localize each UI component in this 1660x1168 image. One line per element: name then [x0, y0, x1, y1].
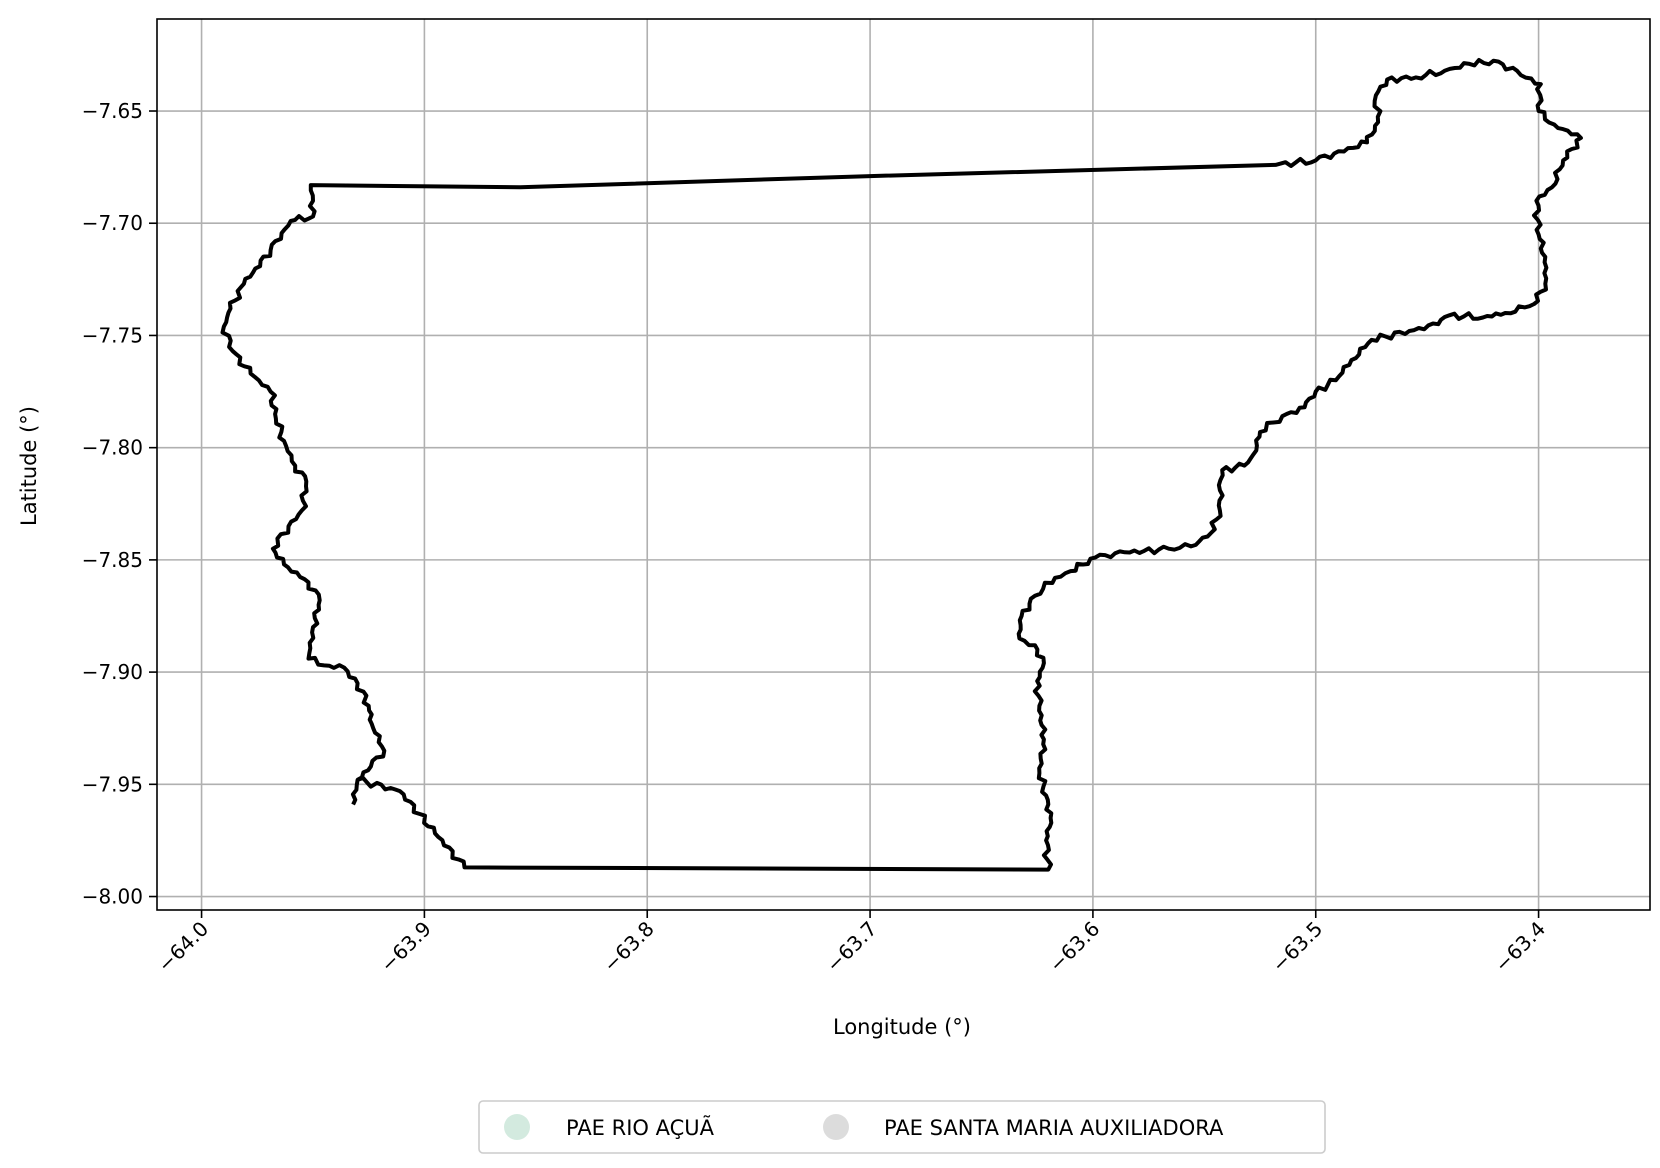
y-axis-title: Latitude (°) [17, 406, 41, 526]
y-tick-label: −7.75 [82, 323, 143, 347]
x-axis-title: Longitude (°) [833, 1015, 971, 1039]
y-tick-label: −7.90 [82, 660, 143, 684]
legend-frame [478, 1100, 1326, 1154]
axes-frame [156, 18, 1651, 911]
y-tick-label: −7.70 [82, 211, 143, 235]
y-tick-label: −8.00 [82, 885, 143, 909]
y-tick-label: −7.80 [82, 436, 143, 460]
legend: PAE RIO AÇUÃ PAE SANTA MARIA AUXILIADORA [478, 1100, 1326, 1154]
y-tick-label: −7.95 [82, 772, 143, 796]
grid-lines [157, 19, 1650, 910]
legend-marker-pae-rio-acua [504, 1114, 530, 1140]
y-axis-ticks: −7.65 −7.70 −7.75 −7.80 −7.85 −7.90 −7.95 −8.00 [82, 99, 157, 909]
y-tick-label: −7.85 [82, 548, 143, 572]
legend-marker-pae-santa-maria-auxiliadora [823, 1114, 849, 1140]
boundary-layer [220, 58, 1583, 872]
legend-label-pae-rio-acua: PAE RIO AÇUÃ [566, 1114, 715, 1140]
area-boundary-outline [220, 58, 1583, 872]
y-tick-label: −7.65 [82, 99, 143, 123]
legend-label-pae-santa-maria-auxiliadora: PAE SANTA MARIA AUXILIADORA [884, 1116, 1224, 1140]
